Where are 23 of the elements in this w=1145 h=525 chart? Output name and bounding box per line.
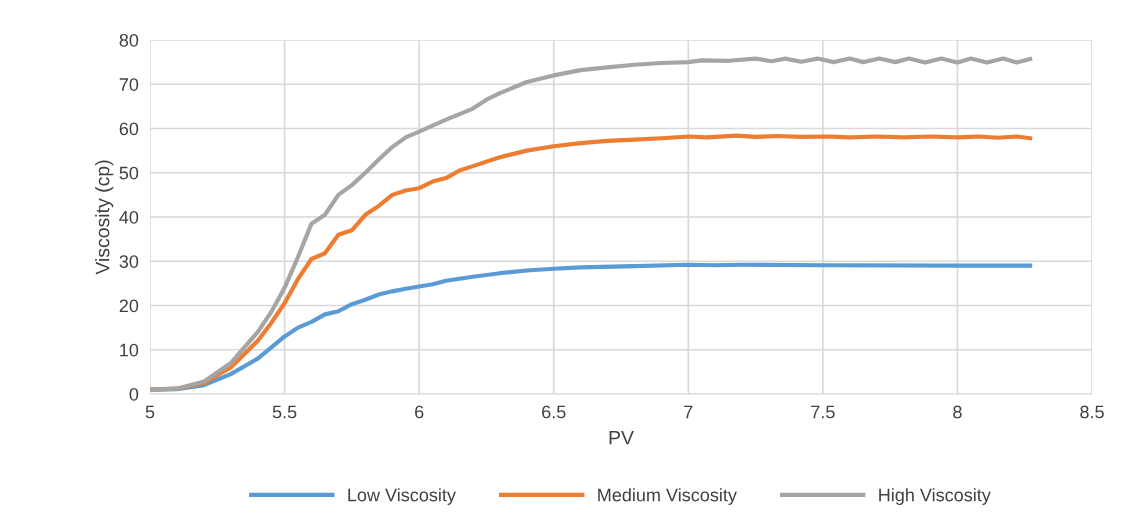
x-tick-label: 8.5: [1080, 405, 1104, 419]
x-axis-title: PV: [609, 430, 634, 445]
y-tick-label: 70: [119, 78, 139, 91]
y-tick-label: 0: [129, 387, 139, 401]
y-axis-title: Viscosity (cp): [95, 160, 114, 275]
x-tick-label: 7: [684, 405, 693, 419]
y-tick-label: 80: [119, 33, 139, 47]
x-tick-label: 5: [145, 405, 155, 419]
x-tick-label: 7.5: [811, 405, 835, 419]
x-tick-label: 5.5: [272, 405, 297, 419]
y-tick-label: 30: [119, 255, 139, 268]
legend-label: Low Viscosity: [348, 488, 456, 505]
y-tick-label: 20: [119, 299, 139, 313]
y-tick-label: 40: [119, 210, 139, 224]
y-tick-label: 10: [120, 343, 139, 357]
y-tick-label: 50: [119, 166, 139, 180]
line-series: [150, 56, 1033, 392]
x-tick-label: 8: [953, 405, 962, 419]
legend-label: High Viscosity: [879, 488, 991, 505]
legend-label: Medium Viscosity: [598, 488, 737, 505]
x-tick-label: 6: [415, 405, 424, 419]
x-tick-label: 6.5: [542, 405, 566, 419]
y-tick-label: 60: [119, 122, 139, 136]
